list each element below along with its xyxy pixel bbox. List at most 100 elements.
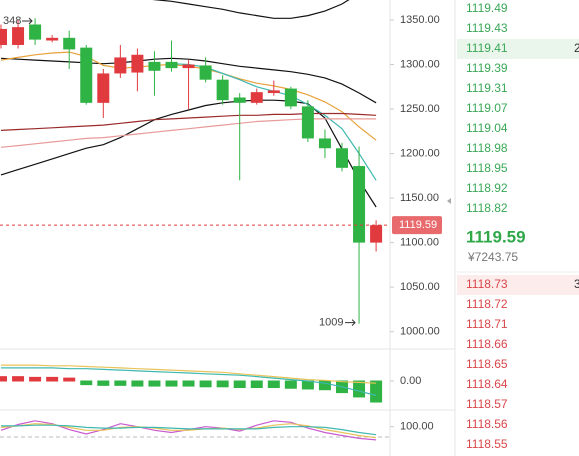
last-price-tag — [392, 216, 442, 235]
candle-body — [353, 166, 366, 243]
annotation-arrow — [345, 319, 356, 326]
highlight-row — [457, 39, 579, 59]
bid-price[interactable]: 1118.73 — [466, 277, 508, 291]
y-tick-label: 1000.00 — [400, 326, 440, 338]
cny-price: ¥7243.75 — [467, 250, 518, 264]
macd-bar — [199, 380, 212, 388]
candle-body — [233, 97, 246, 103]
candle-body — [284, 88, 297, 107]
highlight-row — [457, 275, 579, 295]
candle-body — [199, 65, 212, 80]
indicator-line — [0, 112, 377, 131]
indicator-line — [0, 57, 377, 104]
high-annotation: 348 — [3, 15, 21, 27]
bid-price[interactable]: 1118.55 — [466, 437, 508, 451]
order-quantity: 2 — [574, 41, 579, 55]
macd-bar — [114, 380, 127, 386]
macd-bar — [131, 380, 144, 387]
candle-body — [131, 54, 144, 73]
bid-price[interactable]: 1118.66 — [466, 337, 508, 351]
current-price: 1119.59 — [466, 227, 526, 246]
ask-price[interactable]: 1119.07 — [466, 101, 508, 115]
macd-bar — [318, 380, 331, 391]
macd-bar — [165, 380, 178, 387]
indicator-line — [152, 0, 350, 19]
candle-body — [250, 92, 263, 103]
macd-bar — [250, 380, 263, 389]
indicator-line — [0, 420, 377, 441]
macd-pane — [0, 364, 383, 403]
axes: 1000.00 1050.00 1100.00 1150.00 1200.00 1250.… — [390, 14, 442, 433]
macd-bar — [284, 380, 297, 389]
macd-bar — [97, 380, 110, 386]
ask-price[interactable]: 1118.82 — [466, 201, 508, 215]
bid-price[interactable]: 1118.56 — [466, 417, 508, 431]
kdj-pane — [0, 420, 377, 441]
ask-price[interactable]: 1119.39 — [466, 61, 508, 75]
candle-body — [97, 73, 110, 103]
indicator-line — [0, 99, 377, 208]
macd-bar — [29, 376, 42, 382]
candle-body — [114, 57, 127, 74]
last-price-label: 1119.59 — [399, 219, 437, 231]
low-annotation: 1009 — [319, 317, 343, 329]
price-pane: 348 1009 — [0, 0, 390, 329]
bid-price[interactable]: 1118.64 — [466, 377, 508, 391]
macd-bar — [80, 380, 93, 386]
macd-bar — [301, 380, 314, 390]
candle-body — [29, 24, 42, 40]
indicator-line — [1, 367, 377, 397]
ask-price[interactable]: 1119.49 — [466, 1, 508, 15]
candle-body — [301, 106, 314, 139]
annotation-arrow — [22, 17, 33, 25]
ask-price[interactable]: 1119.41 — [466, 41, 508, 55]
ask-price[interactable]: 1118.98 — [466, 141, 508, 155]
macd-bar — [182, 380, 195, 387]
y-tick-label: 1300.00 — [400, 58, 440, 70]
ask-price[interactable]: 1119.31 — [466, 81, 508, 95]
order-quantity: 3 — [574, 277, 579, 291]
macd-bar — [46, 376, 59, 382]
macd-bar — [12, 376, 25, 382]
collapse-arrow[interactable] — [447, 198, 451, 204]
macd-bar — [0, 376, 7, 382]
y-tick-label: 0.00 — [400, 375, 421, 387]
bid-price[interactable]: 1118.71 — [466, 317, 508, 331]
candle-body — [46, 37, 59, 41]
macd-bar — [216, 380, 229, 388]
y-tick-label: 1150.00 — [400, 192, 439, 204]
y-tick-label: 1100.00 — [400, 237, 439, 249]
y-tick-label: 1050.00 — [400, 281, 440, 293]
ask-price[interactable]: 1119.04 — [466, 121, 508, 135]
indicator-line — [1, 424, 377, 436]
macd-bar — [353, 380, 366, 398]
candle-body — [182, 64, 195, 69]
candle-body — [370, 225, 383, 243]
candle-body — [318, 138, 331, 149]
candle-body — [0, 28, 7, 45]
bid-price[interactable]: 1118.72 — [466, 297, 508, 311]
bid-price[interactable]: 1118.65 — [466, 357, 508, 371]
macd-bar — [63, 377, 76, 382]
candle-body — [216, 79, 229, 101]
y-tick-label: 1200.00 — [400, 147, 440, 159]
candle-body — [148, 61, 161, 71]
macd-bar — [148, 380, 161, 387]
ask-price[interactable]: 1119.43 — [466, 21, 508, 35]
candle-body — [336, 148, 348, 168]
ask-price[interactable]: 1118.95 — [466, 161, 508, 175]
y-tick-label: 100.00 — [400, 421, 434, 433]
indicator-line — [1, 364, 377, 384]
y-tick-label: 1350.00 — [400, 14, 440, 26]
order-book: 1119.49 1119.43 2 1119.41 1119.39 1119.31 1119… — [457, 1, 579, 451]
candle-body — [267, 90, 280, 94]
macd-bar — [267, 380, 280, 389]
candle-body — [80, 47, 93, 103]
bid-price[interactable]: 1118.57 — [466, 397, 508, 411]
macd-bar — [233, 380, 246, 389]
ask-price[interactable]: 1118.92 — [466, 181, 508, 195]
candle-body — [63, 37, 76, 50]
candle-body — [12, 27, 25, 45]
candle-body — [165, 61, 178, 69]
